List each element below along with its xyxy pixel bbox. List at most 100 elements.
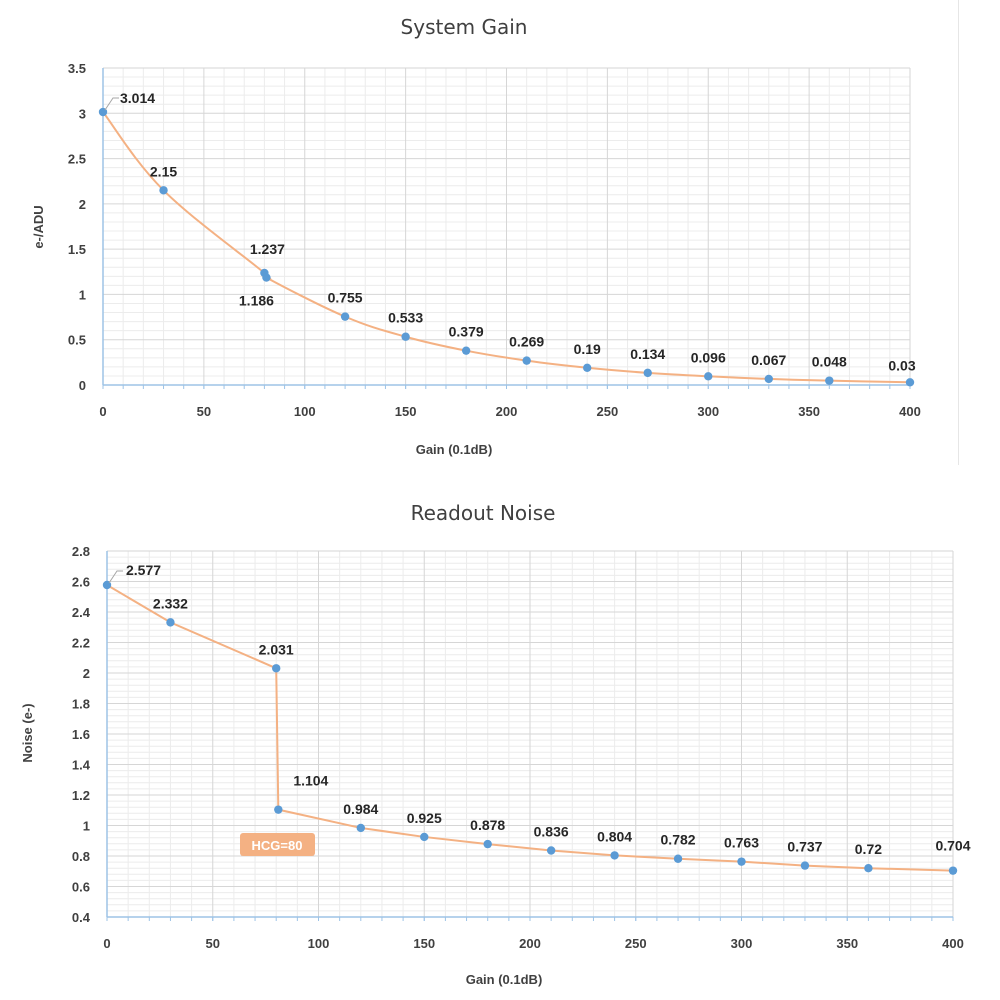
y-tick-label: 2 [83,666,90,681]
data-point [737,857,746,866]
y-tick-label: 1.2 [72,788,90,803]
data-label: 0.048 [812,354,847,370]
data-label: 0.096 [691,349,726,365]
data-point [262,273,271,282]
data-label: 0.925 [407,810,442,826]
data-point [864,864,873,873]
data-point [583,363,592,372]
x-axis-label: Gain (0.1dB) [466,972,543,987]
x-tick-label: 100 [308,936,330,951]
data-label: 0.737 [787,839,822,855]
x-tick-label: 400 [942,936,964,951]
y-axis-label: Noise (e-) [20,703,35,762]
data-label: 2.332 [153,595,188,611]
y-tick-label: 2.6 [72,575,90,590]
data-label: 0.755 [328,290,363,306]
data-point [610,851,619,860]
data-point [166,618,175,627]
data-label: 0.984 [343,801,378,817]
x-tick-label: 300 [697,404,719,419]
data-label: 0.763 [724,835,759,851]
data-point [948,866,958,875]
data-label: 0.704 [935,838,970,854]
data-point [522,356,531,365]
y-tick-label: 0 [79,378,86,393]
tick-labels: 0 50 100 150 200 250 300 350 400 0.4 0.6 0.8 1 1.2 1.4… [72,544,964,951]
data-label: 0.19 [574,341,601,357]
data-point [546,846,556,855]
data-point [356,823,365,833]
chart-title: System Gain [401,15,528,39]
y-tick-label: 1.4 [72,758,91,773]
y-tick-label: 0.5 [68,333,86,348]
hcg-annotation-text: HCG=80 [252,838,303,853]
hcg-annotation-box [240,833,315,856]
y-tick-label: 2.2 [72,636,90,651]
data-label: 1.237 [250,241,285,257]
data-label: 0.878 [470,817,505,833]
data-label: 0.134 [630,346,665,362]
data-point [764,374,773,384]
label-leader-line [104,97,119,111]
x-tick-label: 150 [413,936,435,951]
data-point [461,346,471,355]
data-point [704,372,713,381]
data-point [673,854,683,863]
y-tick-label: 1 [79,287,86,302]
y-tick-label: 3 [79,106,86,121]
data-label: 0.03 [888,357,915,373]
data-labels: 2.577 2.332 2.031 1.104 0.984 0.925 0.878 0.836… [108,562,971,857]
x-tick-label: 50 [206,936,220,951]
series [98,107,915,387]
label-leader-line [108,570,123,584]
data-label: 3.014 [120,90,155,106]
data-label: 0.379 [449,324,484,340]
x-tick-label: 50 [197,404,211,419]
x-tick-label: 100 [294,404,316,419]
x-tick-label: 250 [597,404,619,419]
data-label: 2.15 [150,163,177,179]
data-point [159,186,168,195]
data-point [800,861,810,870]
y-tick-label: 2.5 [68,152,86,167]
y-tick-label: 2 [79,197,86,212]
x-tick-label: 200 [519,936,541,951]
x-tick-label: 150 [395,404,417,419]
axes [102,68,911,389]
data-label: 1.186 [239,293,274,309]
data-label: 2.031 [259,641,294,657]
system-gain-chart: 0 50 100 150 200 250 300 350 400 0 0.5 1 1.5 2 2.5 3 3.5… [31,15,921,457]
data-label: 0.836 [534,824,569,840]
data-labels: 3.014 2.15 1.237 1.186 0.755 0.533 0.379 0.269 0… [104,90,916,373]
data-label: 0.72 [855,841,882,857]
data-point [420,832,429,842]
y-tick-label: 1.8 [72,697,90,712]
y-tick-label: 3.5 [68,61,86,76]
data-label: 0.533 [388,310,423,326]
y-tick-label: 1.6 [72,727,90,742]
x-tick-label: 300 [731,936,753,951]
axes [106,551,954,921]
data-point [401,332,410,341]
y-tick-label: 2.8 [72,544,90,559]
x-tick-label: 200 [496,404,518,419]
y-tick-label: 1.5 [68,242,86,257]
hcg-annotation: HCG=80 [240,833,315,856]
readout-noise-chart: 0 50 100 150 200 250 300 350 400 0.4 0.6 0.8 1 1.2 1.4… [20,501,971,987]
data-label: 0.782 [661,832,696,848]
x-tick-label: 250 [625,936,647,951]
data-point [643,368,652,378]
x-tick-label: 350 [798,404,820,419]
tick-labels: 0 50 100 150 200 250 300 350 400 0 0.5 1 1.5 2 2.5 3 3.5 [68,61,921,419]
chart-title: Readout Noise [411,501,556,525]
y-tick-label: 0.6 [72,880,90,895]
data-label: 2.577 [126,562,161,578]
data-label: 0.804 [597,828,632,844]
data-point [905,378,915,387]
data-label: 0.269 [509,334,544,350]
series [102,580,958,875]
y-axis-label: e-/ADU [31,205,46,248]
x-tick-label: 0 [103,936,110,951]
data-point [825,376,834,385]
